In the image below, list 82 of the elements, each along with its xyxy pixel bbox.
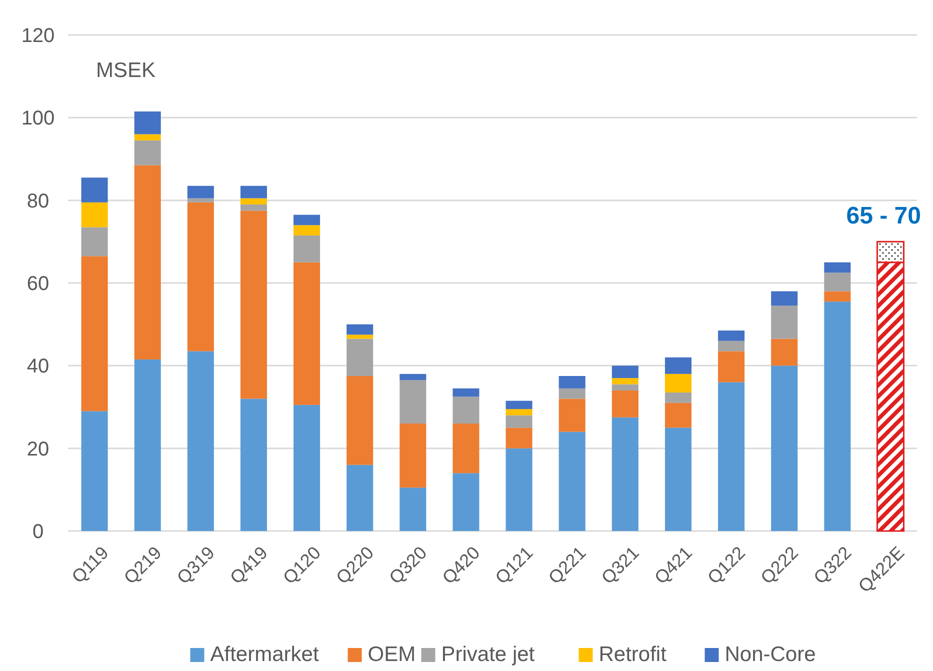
bar bbox=[81, 256, 108, 412]
bar bbox=[187, 351, 214, 531]
y-tick-label: 120 bbox=[21, 25, 55, 47]
bar bbox=[187, 186, 214, 198]
bar bbox=[718, 340, 745, 352]
bar bbox=[558, 388, 586, 399]
y-tick-label: 100 bbox=[21, 108, 55, 130]
bar bbox=[187, 202, 214, 352]
bar bbox=[771, 366, 798, 531]
bar bbox=[400, 380, 426, 424]
annotation: 65 - 70 bbox=[846, 202, 921, 230]
bar bbox=[718, 351, 745, 382]
bar bbox=[240, 210, 267, 399]
bar bbox=[612, 378, 638, 384]
bar bbox=[558, 398, 586, 432]
bar bbox=[294, 262, 320, 405]
bar bbox=[771, 291, 798, 306]
bar bbox=[452, 473, 480, 531]
bar bbox=[506, 448, 532, 531]
bar bbox=[240, 198, 267, 204]
bar bbox=[718, 330, 745, 341]
bar bbox=[240, 398, 267, 531]
y-tick-label: 60 bbox=[26, 273, 50, 295]
bar bbox=[824, 262, 851, 273]
y-tick-label: 20 bbox=[26, 438, 50, 460]
bar bbox=[771, 306, 798, 339]
bar bbox=[400, 374, 426, 380]
bar bbox=[506, 409, 532, 416]
bar bbox=[664, 392, 692, 403]
bar bbox=[452, 424, 480, 474]
bar bbox=[346, 338, 374, 376]
y-tick-label: 40 bbox=[26, 356, 50, 378]
bar bbox=[134, 359, 161, 531]
bar bbox=[664, 357, 692, 374]
legend-label: Aftermarket bbox=[210, 643, 319, 666]
y-axis-title: MSEK bbox=[96, 59, 156, 82]
bar bbox=[294, 404, 320, 531]
legend-label: Private jet bbox=[441, 643, 535, 666]
y-tick-label: 0 bbox=[32, 521, 44, 543]
bar bbox=[824, 302, 851, 531]
bar bbox=[664, 428, 692, 531]
bar bbox=[824, 272, 851, 292]
bar bbox=[612, 366, 638, 378]
bar bbox=[718, 382, 745, 531]
bar bbox=[187, 198, 214, 202]
bar bbox=[506, 400, 532, 410]
bar bbox=[771, 338, 798, 366]
bar bbox=[134, 111, 161, 134]
bar bbox=[81, 411, 108, 531]
bar bbox=[824, 291, 851, 302]
bar bbox=[558, 432, 586, 531]
bar bbox=[134, 165, 161, 360]
bar bbox=[506, 415, 532, 428]
bar bbox=[400, 488, 426, 531]
bar bbox=[400, 424, 426, 488]
bar bbox=[612, 384, 638, 390]
bar bbox=[240, 186, 267, 198]
legend-label: Retrofit bbox=[598, 643, 667, 666]
bar bbox=[346, 324, 374, 335]
bar bbox=[612, 417, 638, 531]
bar bbox=[346, 376, 374, 465]
legend-label: Non-Core bbox=[724, 643, 816, 666]
bar bbox=[558, 376, 586, 388]
bar bbox=[612, 390, 638, 418]
bar bbox=[452, 388, 480, 397]
y-tick-label: 80 bbox=[26, 190, 50, 212]
bar bbox=[81, 202, 108, 228]
bar bbox=[452, 396, 480, 424]
legend-label: OEM bbox=[368, 643, 416, 666]
bar bbox=[81, 178, 108, 202]
bar bbox=[506, 428, 532, 448]
bar bbox=[664, 402, 692, 428]
bar bbox=[294, 225, 320, 236]
bar bbox=[240, 204, 267, 211]
bar bbox=[294, 214, 320, 226]
bar bbox=[134, 140, 161, 166]
bar bbox=[346, 334, 374, 339]
bar bbox=[664, 374, 692, 393]
bar bbox=[294, 235, 320, 262]
bar bbox=[346, 464, 374, 531]
bar bbox=[81, 227, 108, 256]
bar bbox=[134, 134, 161, 140]
